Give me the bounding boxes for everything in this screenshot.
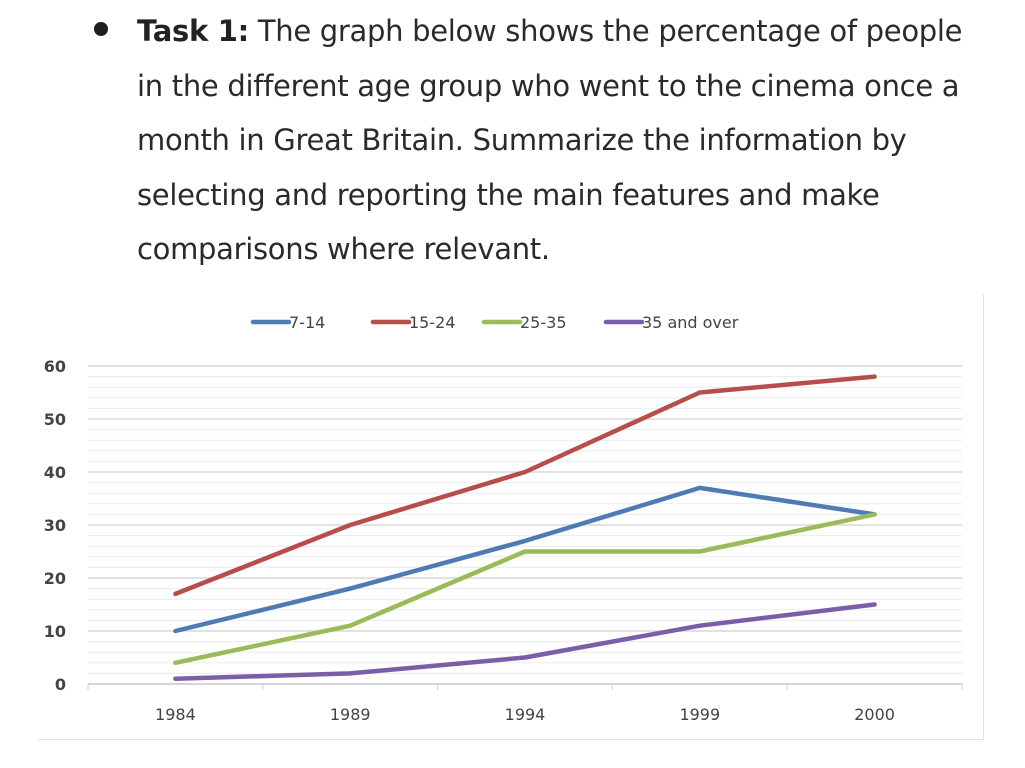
task-label: Task 1: [137,14,249,48]
task-body: The graph below shows the percentage of … [137,14,963,266]
y-tick-label: 0 [55,675,66,694]
x-tick-label: 2000 [854,705,895,724]
series-lines [173,374,877,681]
legend-label: 7-14 [289,313,325,332]
axes: 0 10 20 30 40 50 60 1984 1989 1994 1999 2000 [44,357,963,724]
x-tick-label: 1999 [679,705,720,724]
y-tick-label: 60 [44,357,66,376]
task-text: Task 1: The graph below shows the percen… [137,4,987,277]
bullet-icon [94,22,108,36]
legend-label: 35 and over [642,313,739,332]
x-tick-label: 1989 [330,705,371,724]
y-tick-label: 30 [44,516,66,535]
y-tick-label: 20 [44,569,66,588]
y-tick-label: 40 [44,463,66,482]
x-tick-label: 1994 [505,705,546,724]
x-tick-label: 1984 [155,705,196,724]
y-tick-label: 50 [44,410,66,429]
legend: 7-14 15-24 25-35 35 and over [250,313,739,332]
y-tick-label: 10 [44,622,66,641]
legend-label: 25-35 [520,313,567,332]
chart-frame [38,294,984,740]
series-line-15-24 [173,374,877,597]
legend-label: 15-24 [409,313,456,332]
